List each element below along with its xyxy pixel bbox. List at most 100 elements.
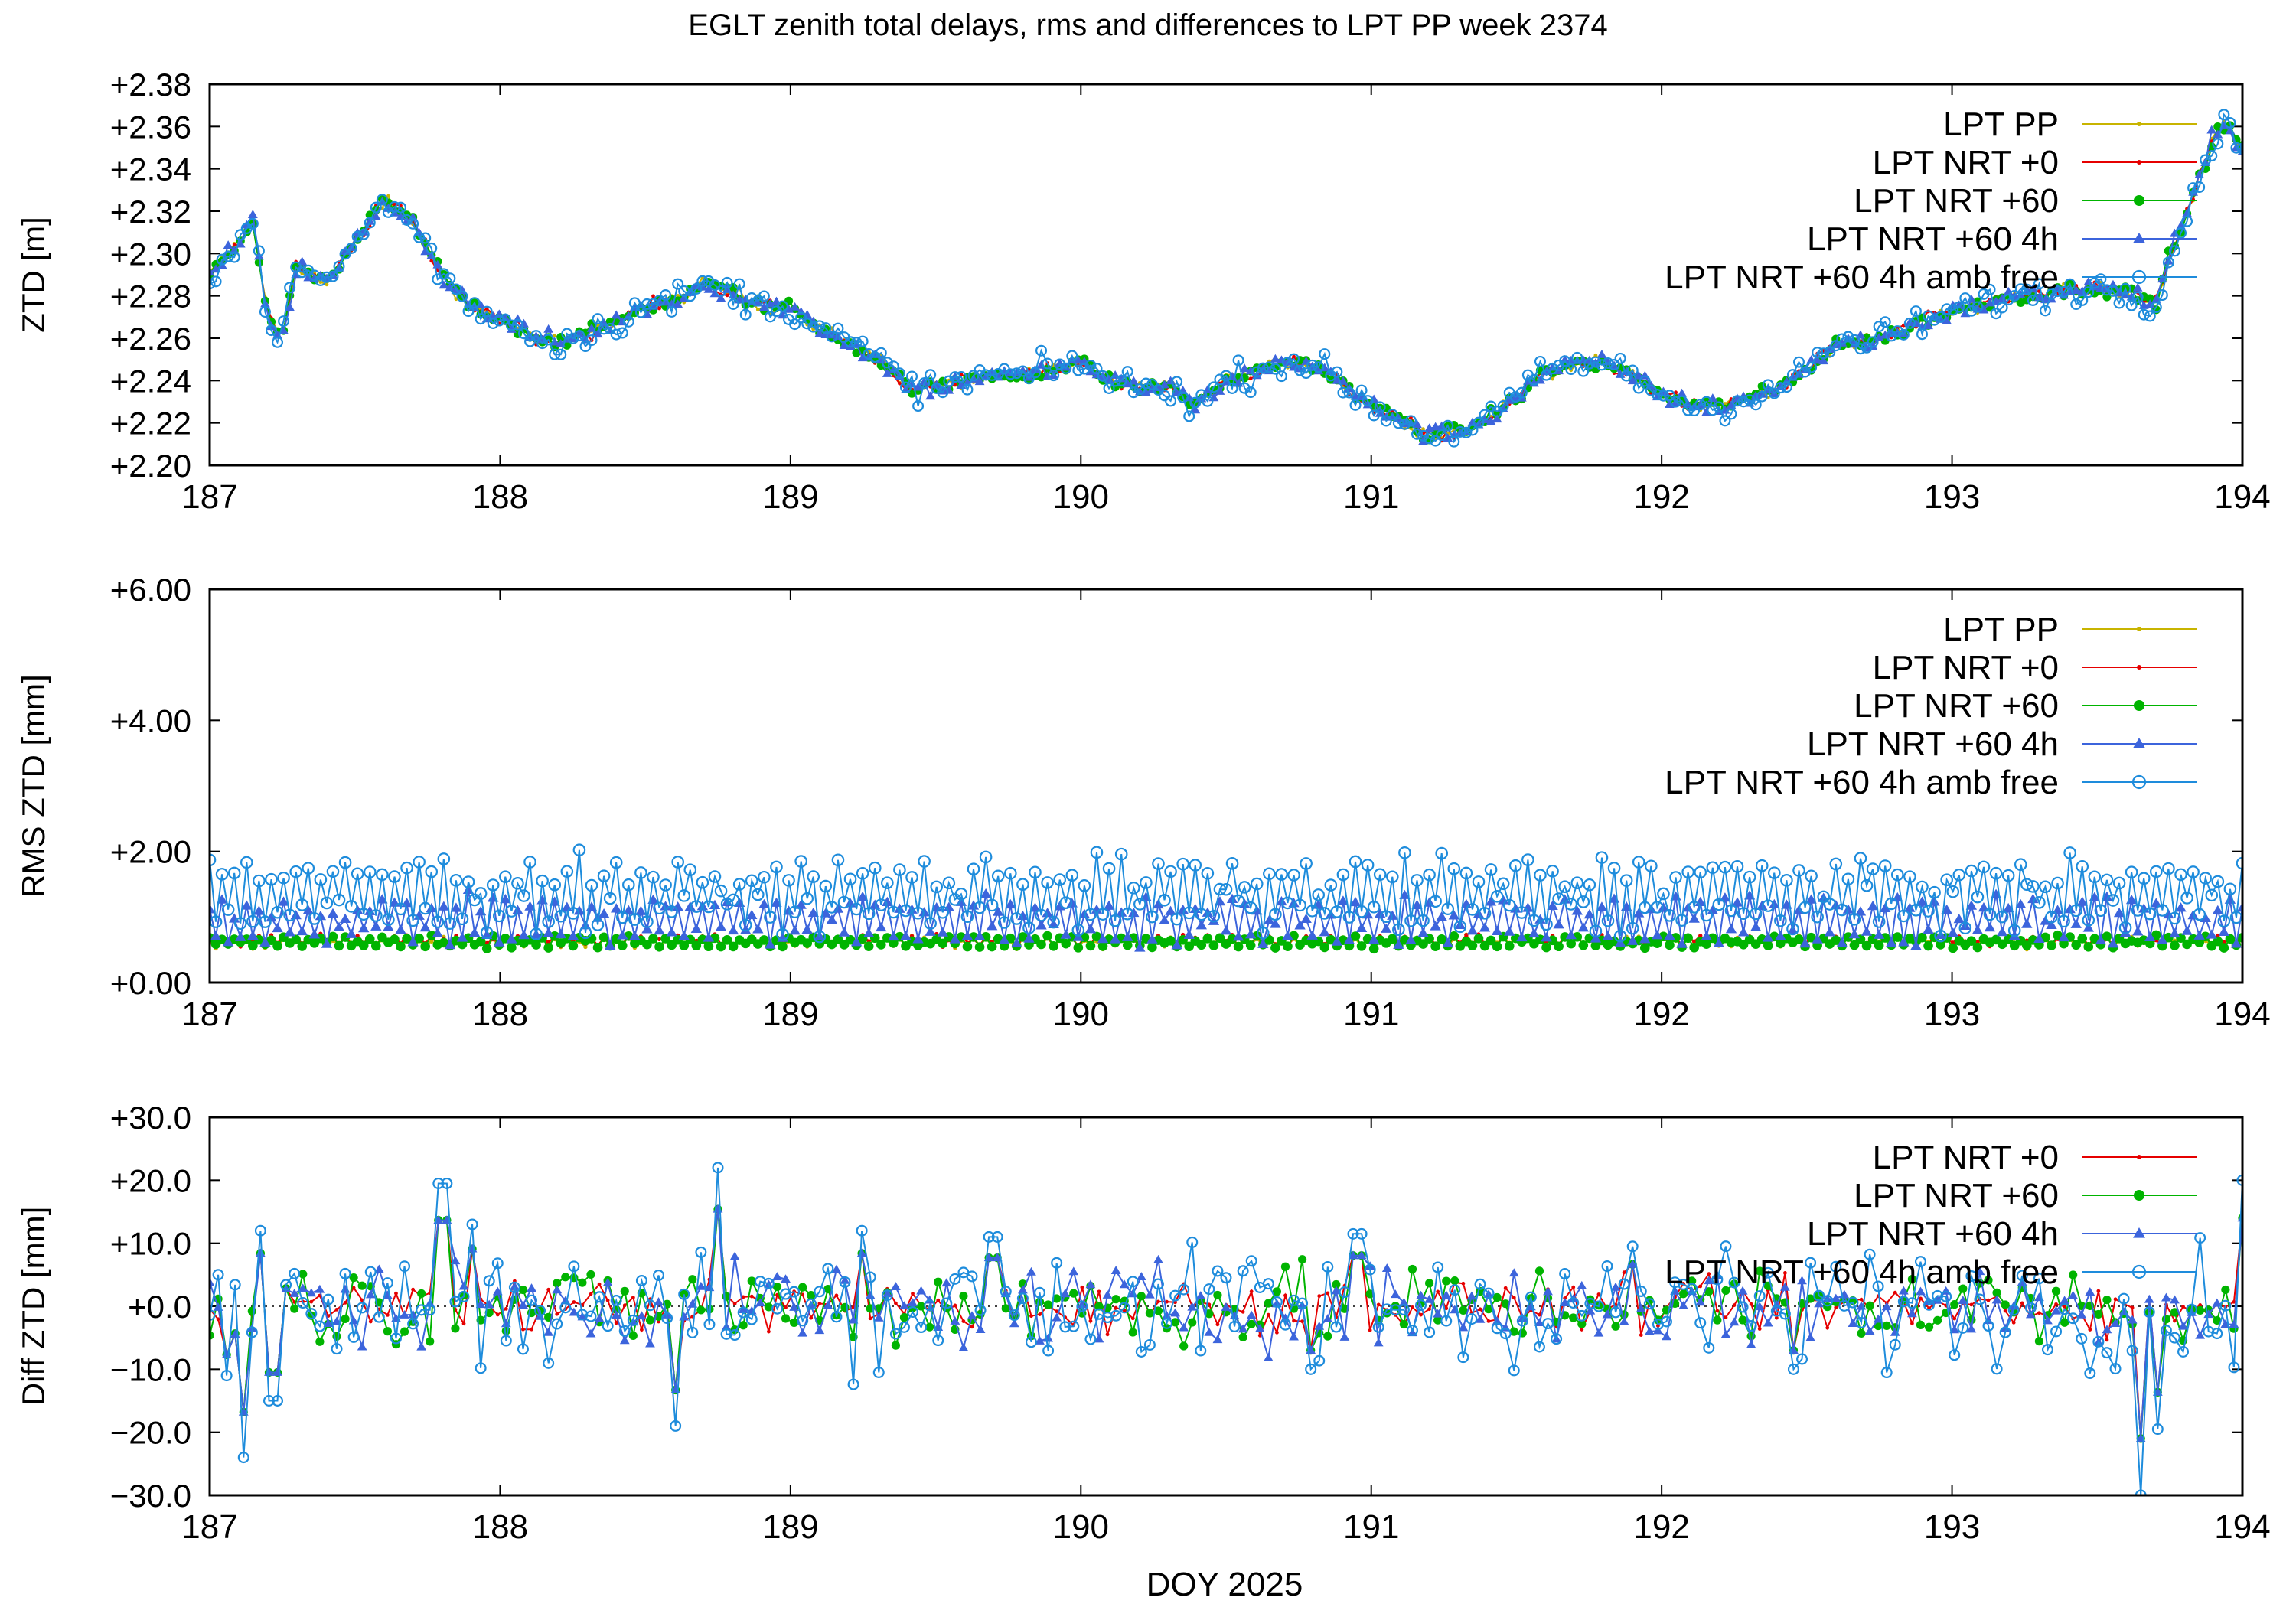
data-point	[1337, 895, 1349, 905]
data-point	[339, 248, 351, 260]
data-point	[1797, 1276, 1807, 1285]
data-point	[1257, 938, 1269, 948]
data-point	[1694, 399, 1707, 411]
data-point	[1558, 880, 1571, 894]
data-point	[1657, 390, 1669, 402]
data-point	[2200, 912, 2211, 922]
data-point	[1448, 435, 1460, 448]
data-point	[1571, 1285, 1576, 1289]
data-point	[419, 232, 432, 244]
data-point	[1836, 937, 1848, 947]
data-point	[1262, 1278, 1274, 1290]
data-point	[1577, 365, 1590, 377]
data-point	[425, 865, 439, 878]
data-point	[2133, 1227, 2145, 1238]
data-point	[2092, 1335, 2105, 1348]
data-point	[1884, 897, 1898, 911]
data-point	[1880, 1367, 1893, 1379]
data-point	[552, 1285, 563, 1294]
data-point	[1030, 364, 1040, 373]
data-point	[2168, 911, 2181, 925]
data-point	[597, 869, 611, 883]
data-point	[844, 336, 856, 348]
data-point	[2051, 1286, 2061, 1296]
data-point	[2206, 150, 2218, 162]
data-point	[298, 1270, 308, 1279]
data-point	[2163, 908, 2174, 919]
data-point	[2144, 931, 2156, 942]
data-point	[386, 1313, 390, 1317]
data-point	[2071, 285, 2082, 295]
data-point	[1115, 374, 1127, 386]
data-point	[2100, 873, 2114, 887]
data-point	[641, 298, 653, 310]
data-point	[1466, 903, 1479, 916]
data-point	[381, 1277, 393, 1289]
data-point	[2077, 286, 2088, 295]
data-point	[993, 906, 1004, 916]
data-point	[259, 306, 271, 318]
data-point	[2225, 934, 2236, 944]
data-point	[1969, 1302, 1974, 1307]
data-point	[1052, 1312, 1062, 1322]
data-point	[1306, 359, 1319, 371]
data-point	[1368, 394, 1379, 403]
data-point	[1916, 328, 1928, 341]
data-point	[1342, 911, 1356, 924]
data-point	[784, 1305, 788, 1309]
data-point	[621, 878, 635, 892]
data-point	[2041, 1344, 2053, 1356]
data-point	[1475, 1314, 1486, 1323]
data-point	[823, 1300, 833, 1309]
data-point	[1721, 1286, 1730, 1296]
data-point	[781, 1274, 791, 1283]
data-point	[229, 1279, 241, 1291]
data-point	[1072, 364, 1084, 376]
data-point	[1368, 944, 1379, 954]
data-point	[1965, 1270, 1978, 1283]
data-point	[856, 891, 869, 901]
data-point	[746, 1305, 757, 1315]
data-point	[1919, 1296, 1923, 1301]
data-point	[1720, 1329, 1731, 1338]
data-point	[1786, 922, 1799, 936]
data-point	[1103, 900, 1115, 910]
data-point	[2131, 269, 2147, 285]
data-point	[444, 272, 456, 285]
data-point	[1755, 1266, 1764, 1276]
data-point	[1362, 395, 1374, 407]
data-point	[1097, 941, 1108, 951]
data-point	[494, 937, 505, 947]
data-point	[1264, 1299, 1273, 1308]
data-point	[1491, 925, 1503, 936]
data-point	[2181, 215, 2193, 227]
legend-label: LPT NRT +0	[1873, 1139, 2059, 1176]
data-point	[1226, 382, 1238, 394]
data-point	[2083, 277, 2094, 286]
data-point	[519, 318, 529, 328]
data-point	[1417, 927, 1429, 937]
data-point	[1147, 942, 1157, 953]
data-point	[1756, 389, 1767, 398]
data-point	[1189, 396, 1202, 409]
data-point	[814, 320, 826, 332]
data-point	[1593, 1328, 1604, 1337]
data-point	[2082, 914, 2095, 927]
data-point	[1552, 892, 1565, 905]
data-point	[1077, 1299, 1088, 1309]
data-point	[1660, 1315, 1672, 1328]
data-point	[2039, 305, 2051, 317]
data-point	[1391, 1302, 1400, 1311]
data-point	[2228, 1361, 2240, 1374]
data-point	[1509, 1327, 1518, 1336]
data-point	[1399, 1319, 1408, 1329]
data-point	[660, 289, 672, 302]
data-point	[1441, 1290, 1452, 1299]
data-point	[1350, 931, 1361, 941]
data-point	[949, 934, 961, 944]
data-point	[2211, 875, 2225, 888]
data-point	[289, 1288, 300, 1297]
data-point	[1368, 409, 1380, 422]
data-point	[1257, 362, 1269, 374]
